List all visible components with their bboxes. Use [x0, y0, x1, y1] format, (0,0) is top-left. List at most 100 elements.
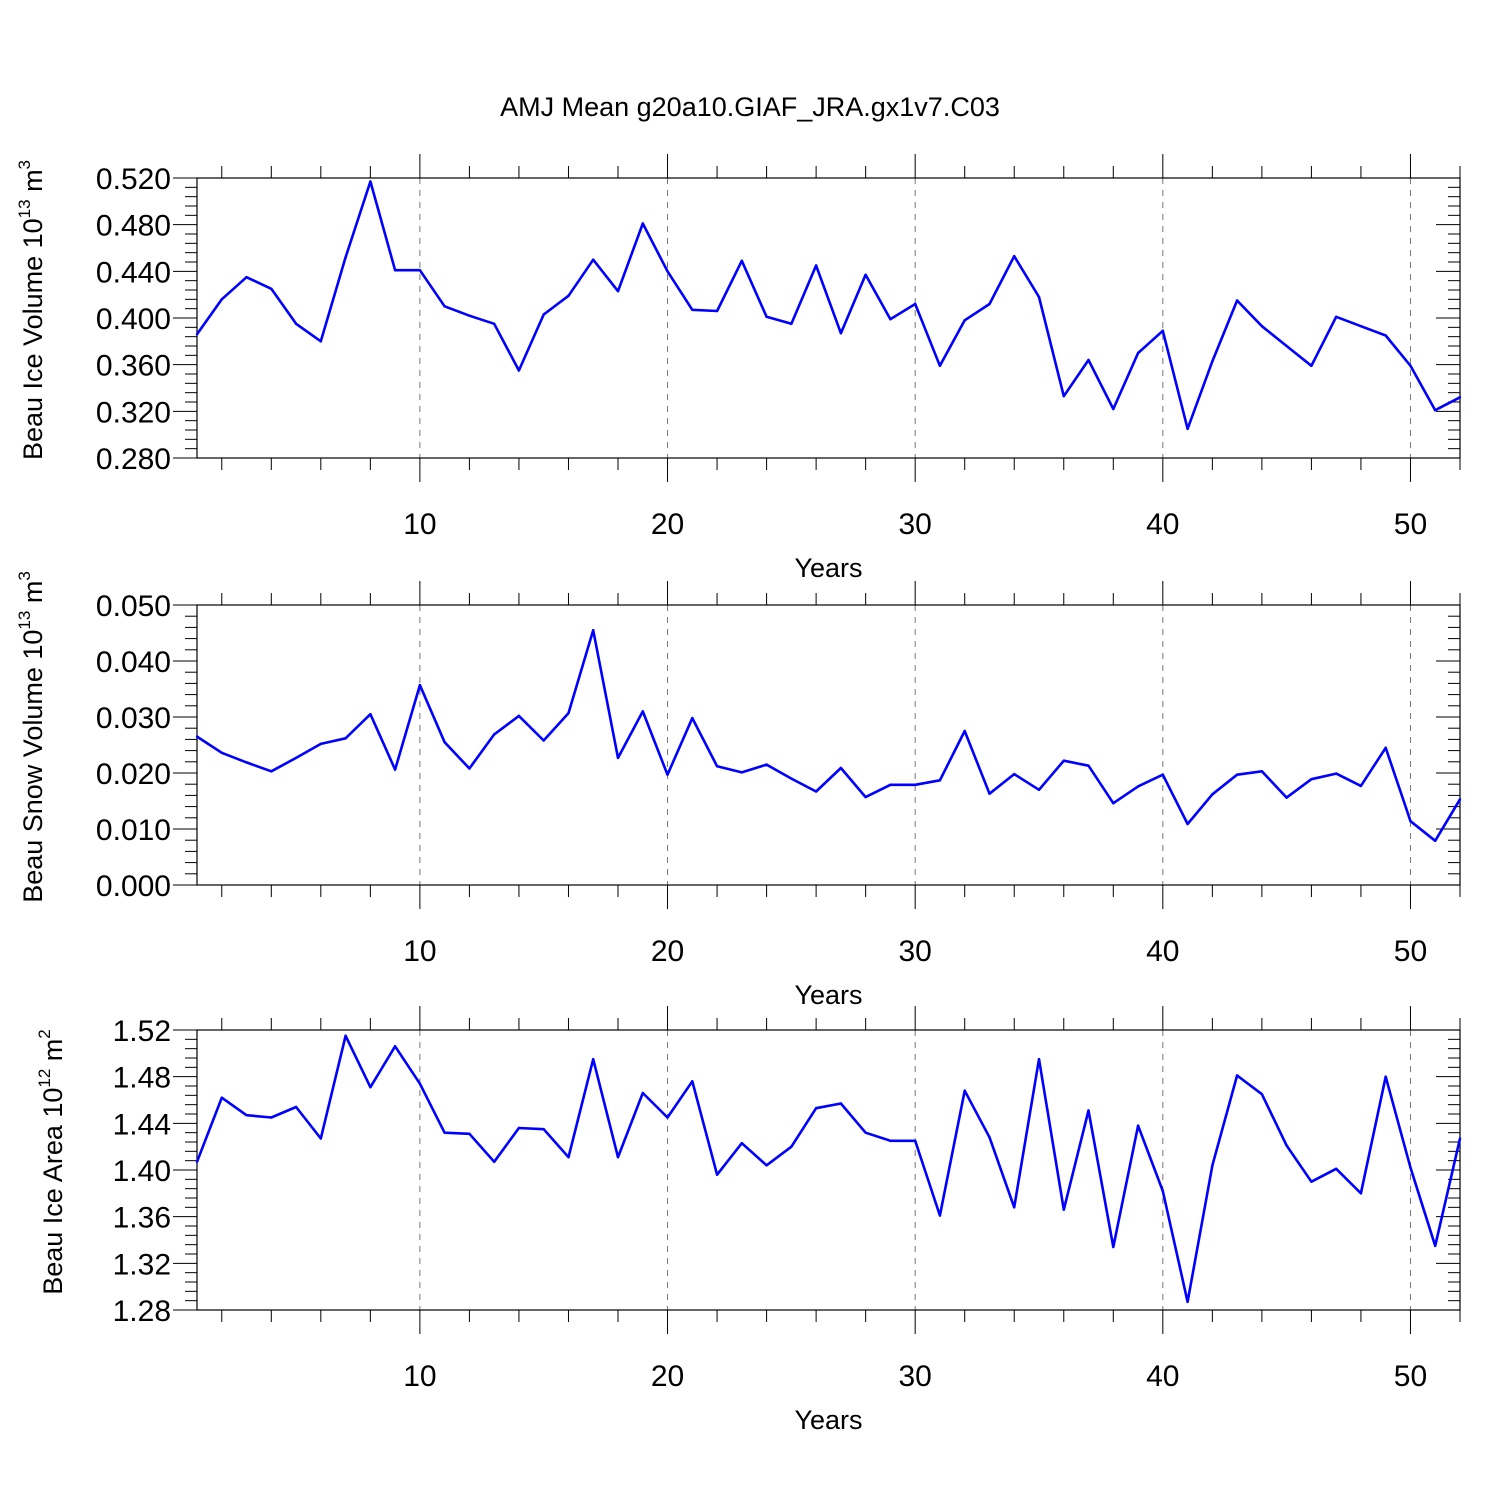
data-point [1136, 351, 1140, 355]
data-point [913, 783, 917, 786]
data-point [492, 733, 496, 736]
data-point [1136, 1124, 1140, 1127]
data-point [418, 683, 422, 687]
data-point [988, 1136, 991, 1139]
data-point [963, 729, 966, 733]
data-point [1458, 798, 1462, 801]
x-axis-label: Years [794, 980, 862, 1010]
x-tick-label: 50 [1394, 508, 1427, 541]
y-axis-label: Beau Ice Area 1012 m2 [35, 1029, 68, 1295]
data-point [1062, 394, 1065, 398]
data-point [864, 795, 867, 799]
data-point [938, 364, 942, 368]
plot-frame [196, 177, 1461, 459]
data-point [567, 294, 570, 298]
data-point [542, 1127, 545, 1131]
y-tick-label: 1.28 [113, 1295, 171, 1328]
y-tick-label: 0.320 [96, 396, 171, 429]
data-point [715, 309, 719, 313]
data-point [814, 790, 818, 793]
data-point [765, 763, 768, 766]
data-point [839, 766, 843, 770]
data-point [1260, 324, 1264, 328]
y-tick-label: 0.520 [96, 163, 171, 196]
data-point [369, 1085, 372, 1089]
data-point [889, 783, 892, 786]
data-point [1186, 822, 1189, 826]
data-point [616, 756, 620, 760]
data-point [319, 340, 323, 343]
data-point [542, 313, 545, 316]
data-point [294, 756, 298, 760]
data-point [195, 735, 199, 738]
y-tick-label: 1.48 [113, 1062, 171, 1095]
data-point [393, 268, 397, 272]
data-point [691, 308, 694, 312]
data-point [938, 779, 942, 782]
data-point [270, 1116, 273, 1119]
data-point [369, 713, 372, 716]
series-line [195, 180, 1461, 431]
data-point [1136, 785, 1140, 788]
x-tick-label: 40 [1146, 1360, 1179, 1393]
x-tick-label: 20 [651, 935, 684, 968]
data-point [616, 1155, 620, 1159]
data-point [1087, 764, 1090, 767]
data-point [270, 770, 273, 773]
x-tick-label: 50 [1394, 935, 1427, 968]
data-point [790, 1145, 793, 1148]
y-tick-label: 0.010 [96, 814, 171, 847]
data-point [1087, 1109, 1090, 1112]
x-tick-label: 30 [898, 508, 931, 541]
y-tick-label: 0.020 [96, 758, 171, 791]
x-tick-label: 20 [651, 508, 684, 541]
data-point [1235, 299, 1239, 302]
data-point [814, 264, 818, 267]
data-point [889, 317, 892, 321]
data-point [393, 768, 397, 771]
panels-group: 0.280 0.320 0.360 0.400 0.440 0.480 0.520 10 20 3… [15, 154, 1462, 1435]
data-point [1161, 329, 1165, 333]
data-point [1013, 254, 1016, 258]
data-point [344, 1034, 347, 1038]
data-point [468, 314, 471, 317]
data-point [765, 315, 768, 319]
data-point [1037, 1057, 1041, 1061]
data-point [492, 322, 496, 326]
data-point [1260, 1092, 1264, 1096]
data-point [740, 259, 744, 263]
y-tick-label: 0.040 [96, 646, 171, 679]
data-point [1409, 819, 1412, 823]
y-tick-label: 0.280 [96, 443, 171, 476]
y-tick-label: 0.400 [96, 303, 171, 336]
data-point [1458, 396, 1462, 399]
data-point [814, 1106, 818, 1110]
data-point [790, 777, 793, 780]
data-point [220, 1096, 223, 1099]
data-point [1285, 344, 1288, 348]
data-point [294, 322, 298, 326]
y-tick-label: 0.030 [96, 702, 171, 735]
data-point [443, 305, 446, 308]
data-point [1434, 408, 1437, 412]
data-point [889, 1139, 892, 1143]
data-point [468, 1132, 471, 1136]
x-axis-label: Years [794, 1405, 862, 1435]
data-point [1334, 772, 1338, 775]
data-point [294, 1105, 298, 1109]
x-tick-label: 20 [651, 1360, 684, 1393]
data-point [1434, 1244, 1437, 1248]
data-point [418, 268, 422, 272]
y-tick-label: 0.440 [96, 256, 171, 289]
data-point [220, 751, 223, 755]
data-point [913, 1139, 917, 1143]
data-point [393, 1045, 397, 1048]
data-point [1087, 358, 1090, 362]
data-point [740, 771, 744, 774]
data-point [245, 761, 248, 764]
data-point [344, 737, 347, 740]
figure-title: AMJ Mean g20a10.GIAF_JRA.gx1v7.C03 [500, 92, 1000, 122]
data-point [1211, 359, 1214, 363]
series-line [196, 628, 1462, 843]
